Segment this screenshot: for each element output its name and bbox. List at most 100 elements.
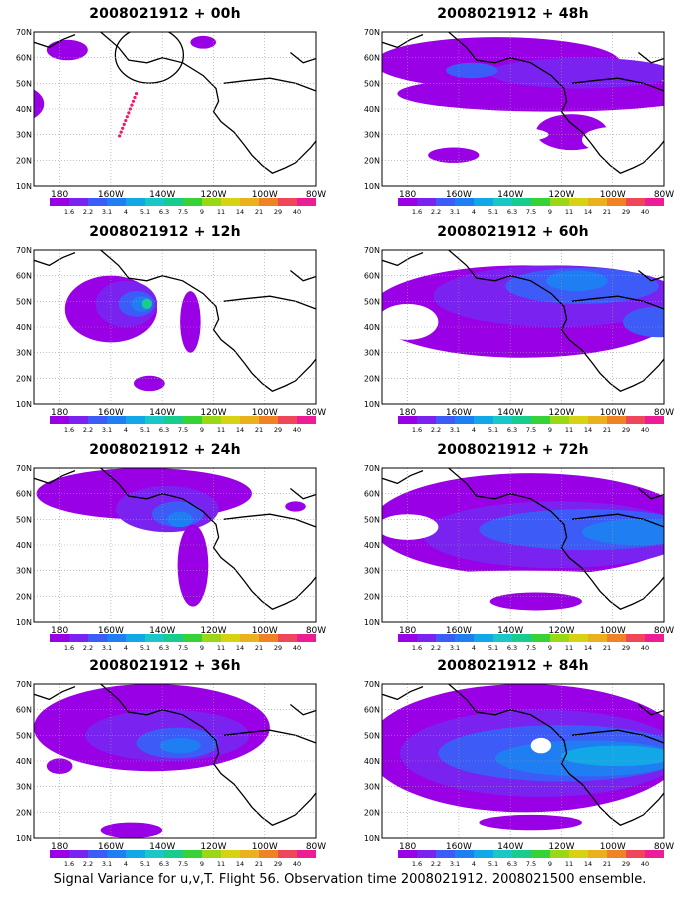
colorbar-swatch [278,634,298,642]
colorbar-swatch [278,416,298,424]
colorbar-label: 4 [124,860,128,868]
colorbar-svg: 1.6 2.2 3.1 4 5.1 6.3 7.5 9 11 14 21 29 40 [50,416,317,434]
coastline [100,32,316,174]
coastline [289,51,316,64]
lat-tick-label: 40N [16,541,32,550]
shade-area [674,740,678,755]
colorbar-swatch [88,850,108,858]
colorbar-swatch [607,850,627,858]
colorbar-label: 40 [293,860,301,868]
colorbar-label: 29 [622,208,630,216]
shade-hole [415,370,529,402]
colorbar-label: 5.1 [140,426,150,434]
colorbar-swatch [398,416,418,424]
coastline [448,468,664,610]
shade-area [561,745,664,767]
lat-tick-label: 40N [16,757,32,766]
coastline [321,155,330,160]
colorbar-swatch [50,198,70,206]
colorbar-label: 29 [274,860,282,868]
shade-area [428,147,480,163]
lat-tick-label: 60N [364,490,380,499]
colorbar-label: 9 [548,860,552,868]
colorbar-label: 4 [124,426,128,434]
colorbar-swatch [221,850,241,858]
colorbar-swatch [607,416,627,424]
lat-tick-label: 60N [364,54,380,63]
colorbar-swatch [126,850,146,858]
coastline [321,373,330,378]
colorbar-label: 14 [236,208,244,216]
shade-area [622,306,664,338]
colorbar-label: 14 [584,644,592,652]
colorbar-swatch [240,634,260,642]
coastline [669,155,678,160]
map-frame [381,683,665,839]
colorbar-label: 5.1 [488,208,498,216]
panel-12h: 2008021912 + 12h 70N 60N 50N 40N 30N 20N 10N 18… [0,224,330,434]
colorbar-swatch [126,634,146,642]
colorbar-swatch [626,634,646,642]
panel-title: 2008021912 + 36h [89,658,241,674]
coastline [223,295,316,310]
coastline [448,32,664,174]
colorbar-swatch [297,198,317,206]
colorbar-label: 21 [603,208,611,216]
colorbar-swatch [107,634,127,642]
lon-tick-label: 120W [548,626,574,634]
colorbar-swatch [88,634,108,642]
colorbar-label: 6.3 [507,208,517,216]
colorbar-label: 9 [200,426,204,434]
colorbar-label: 3.1 [102,860,112,868]
lat-tick-label: 70N [364,28,380,37]
colorbar-swatch [107,198,127,206]
colorbar-label: 29 [274,644,282,652]
lon-tick-label: 180 [399,190,416,198]
colorbar: 1.6 2.2 3.1 4 5.1 6.3 7.5 9 11 14 21 29 40 [50,634,317,652]
lat-tick-label: 10N [364,400,380,409]
colorbar-swatch [278,850,298,858]
coastline [669,373,678,378]
colorbar-swatch [645,198,665,206]
colorbar-label: 1.6 [412,208,422,216]
colorbar-swatch [164,850,184,858]
colorbar-label: 6.3 [507,426,517,434]
coastline [663,134,664,136]
colorbar-label: 4 [472,860,476,868]
colorbar-label: 5.1 [488,644,498,652]
shaded-field [34,684,316,838]
shade-hole [382,303,439,340]
colorbar-label: 14 [584,208,592,216]
colorbar-swatch [436,634,456,642]
colorbar-swatch [531,416,551,424]
lat-tick-label: 70N [16,246,32,255]
colorbar-label: 4 [124,644,128,652]
colorbar-svg: 1.6 2.2 3.1 4 5.1 6.3 7.5 9 11 14 21 29 40 [398,198,665,216]
shade-area [581,519,664,545]
colorbar-label: 3.1 [102,644,112,652]
shade-hole [581,126,644,153]
shade-area [479,814,582,831]
colorbar-swatch [626,416,646,424]
lon-tick-label: 180 [399,842,416,850]
colorbar-swatch [183,198,203,206]
coastline [669,807,678,812]
map-frame [33,467,317,623]
colorbar-swatch [88,416,108,424]
colorbar-label: 29 [274,426,282,434]
shade-hole [407,570,639,587]
lon-tick-label: 140W [149,842,175,850]
lat-tick-label: 50N [16,515,32,524]
colorbar-label: 11 [565,208,573,216]
colorbar-swatch [398,198,418,206]
coastline [382,251,424,267]
colorbar-label: 7.5 [178,426,188,434]
coastline [637,703,664,716]
colorbar-label: 14 [584,860,592,868]
lon-tick-label: 80W [654,408,674,416]
colorbar-swatch [588,634,608,642]
colorbar-label: 3.1 [450,644,460,652]
shaded-field [34,468,316,610]
colorbar-label: 4 [472,644,476,652]
lon-tick-label: 140W [497,842,523,850]
